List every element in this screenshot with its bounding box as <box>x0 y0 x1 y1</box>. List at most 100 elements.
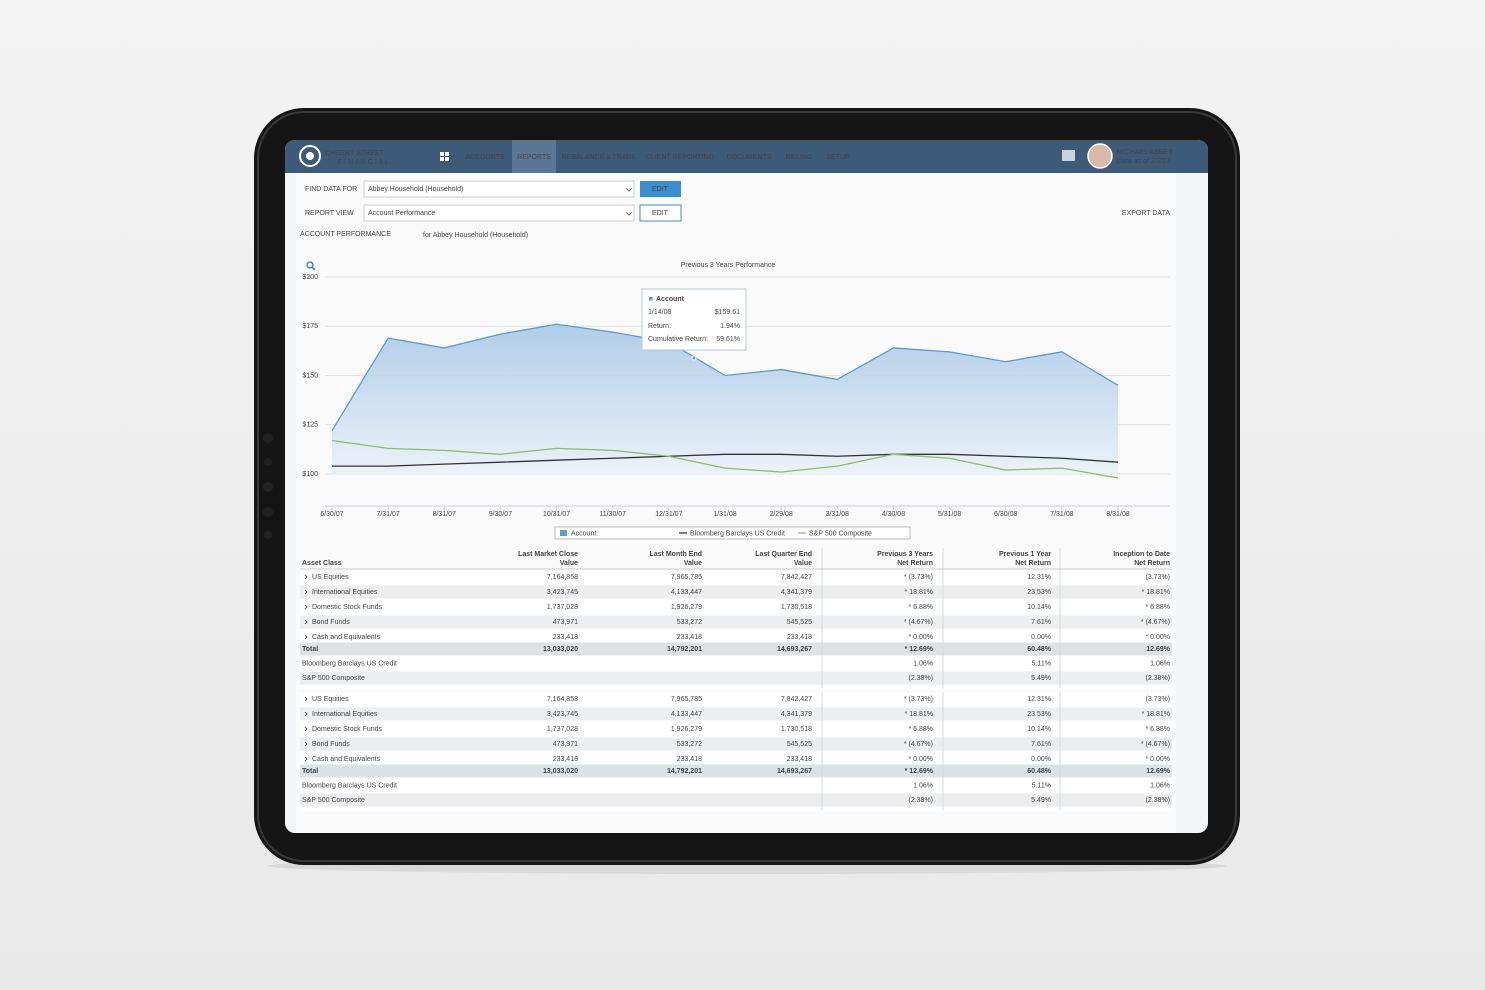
legend-box <box>554 526 911 540</box>
row-expander[interactable] <box>304 589 308 595</box>
logo-core <box>306 152 314 160</box>
row-expander[interactable] <box>304 756 308 762</box>
x-tick-label: 8/31/07 <box>433 511 456 518</box>
table-cell: (3.73%) <box>1145 574 1170 581</box>
y-tick-label: $175 <box>302 323 318 330</box>
table-cell: 3,423,745 <box>547 589 578 596</box>
row-label: Cash and Equivalents <box>312 634 381 641</box>
table-cell: * (4.67%) <box>904 741 933 748</box>
table-cell: * 18.81% <box>905 711 933 718</box>
table-cell: * (4.67%) <box>1141 619 1170 626</box>
apps-icon[interactable] <box>440 152 449 161</box>
nav-item[interactable]: REBALANCE & TRADE <box>562 154 637 161</box>
filter-label: REPORT VIEW <box>305 210 354 217</box>
x-tick-label: 7/31/08 <box>1050 511 1073 518</box>
series-line <box>331 323 1119 431</box>
table-cell: 13,033,020 <box>543 646 578 653</box>
table-cell: 1,737,028 <box>547 604 578 611</box>
table-cell: 7,965,785 <box>671 574 702 581</box>
row-label: Domestic Stock Funds <box>312 726 383 733</box>
nav-item[interactable]: DOCUMENTS <box>726 154 771 161</box>
series-line <box>331 439 1119 479</box>
x-tick-label: 5/31/08 <box>938 511 961 518</box>
row-expander[interactable] <box>304 619 308 625</box>
table-cell: 14,792,201 <box>667 768 702 775</box>
series-line <box>332 453 1119 467</box>
screen: CHERRY STREET F I N A N C I A L ACCOUNTS RE… <box>285 140 1208 833</box>
page-title: ACCOUNT PERFORMANCE <box>300 231 391 238</box>
row-expander[interactable] <box>304 711 308 717</box>
legend-label[interactable]: Account <box>571 530 596 537</box>
nav-item[interactable]: ACCOUNTS <box>465 154 505 161</box>
avatar[interactable] <box>1087 143 1113 169</box>
row-stripe <box>300 585 1172 599</box>
select-box[interactable] <box>363 204 635 222</box>
zoom-icon-handle <box>311 266 316 271</box>
table-cell: * 12.69% <box>905 646 934 653</box>
chat-icon[interactable] <box>1062 150 1075 161</box>
table-cell: 233,418 <box>677 756 702 763</box>
y-tick-label: $100 <box>302 471 318 478</box>
table-cell: * 6.88% <box>1145 604 1170 611</box>
table-cell: * 0.00% <box>1145 756 1170 763</box>
table-cell: 5.49% <box>1031 797 1051 804</box>
x-tick-label: 12/31/07 <box>655 511 682 518</box>
brand-name: CHERRY STREET <box>325 150 385 157</box>
table-cell: 10.14% <box>1027 604 1051 611</box>
row-expander[interactable] <box>304 696 308 702</box>
select-box[interactable] <box>363 180 635 198</box>
column-header: Previous 1 Year <box>999 551 1051 558</box>
nav-item[interactable]: CLIENT REPORTING <box>646 154 714 161</box>
edit-button[interactable] <box>639 204 682 222</box>
column-header: Net Return <box>1134 560 1170 567</box>
row-stripe <box>300 615 1172 629</box>
row-expander[interactable] <box>304 726 308 732</box>
table-cell: 1.06% <box>913 660 933 667</box>
edit-label: EDIT <box>652 210 669 217</box>
column-header: Value <box>794 560 812 567</box>
total-row-bg <box>300 764 1172 778</box>
nav-item[interactable]: SETUP <box>826 154 850 161</box>
filter-label: FIND DATA FOR <box>305 186 357 193</box>
table-cell: 23.53% <box>1027 589 1051 596</box>
row-label: S&P 500 Composite <box>302 675 365 682</box>
export-link[interactable]: EXPORT DATA <box>1122 210 1170 217</box>
table-cell: 10.14% <box>1027 726 1051 733</box>
tooltip-cum: 59.61% <box>716 336 740 343</box>
row-expander[interactable] <box>304 604 308 610</box>
row-label: Domestic Stock Funds <box>312 604 383 611</box>
x-tick-label: 2/29/08 <box>769 511 792 518</box>
row-expander[interactable] <box>304 574 308 580</box>
column-header: Last Quarter End <box>755 551 812 558</box>
row-expander[interactable] <box>304 634 308 640</box>
table-cell: 7,842,427 <box>781 574 812 581</box>
zoom-icon[interactable] <box>306 261 314 269</box>
nav-bar <box>285 140 1208 173</box>
nav-item[interactable]: REPORTS <box>517 154 551 161</box>
table-cell: * (4.67%) <box>1141 741 1170 748</box>
table-cell: 5.49% <box>1031 675 1051 682</box>
table-cell: 0.00% <box>1031 634 1051 641</box>
table-cell: * 18.81% <box>1142 711 1170 718</box>
row-expander[interactable] <box>304 741 308 747</box>
brand-sub: F I N A N C I A L <box>338 159 389 166</box>
edit-button[interactable] <box>640 181 681 197</box>
legend-label[interactable]: S&P 500 Composite <box>809 530 872 537</box>
column-header: Net Return <box>897 560 933 567</box>
row-label: Bond Funds <box>312 741 350 748</box>
row-label: S&P 500 Composite <box>302 797 365 804</box>
table-cell: (2.38%) <box>908 797 933 804</box>
row-stripe <box>300 793 1172 807</box>
table-cell: * 0.00% <box>908 634 933 641</box>
table-cell: * 6.88% <box>908 726 933 733</box>
table-cell: 233,418 <box>787 756 812 763</box>
filter-value: Account Performance <box>368 210 435 217</box>
row-label: Total <box>302 768 318 775</box>
table-cell: 5.11% <box>1032 782 1051 789</box>
table-cell: 545,525 <box>787 619 812 626</box>
nav-item[interactable]: BILLING <box>786 154 813 161</box>
column-header: Previous 3 Years <box>877 551 933 558</box>
tooltip-return: 1.94% <box>720 323 740 330</box>
legend-label[interactable]: Bloomberg Barclays US Credit <box>690 530 785 537</box>
